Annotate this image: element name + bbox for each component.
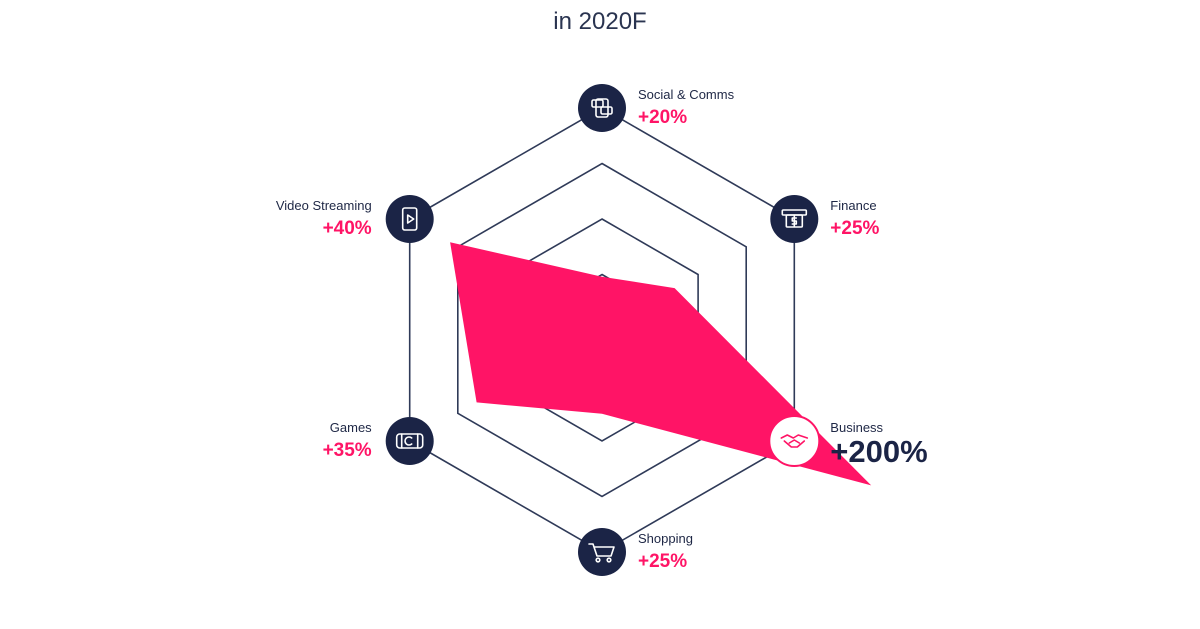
shopping-cart-icon: [578, 528, 626, 576]
handshake-icon: [768, 415, 821, 467]
category-value-label: +200%: [830, 434, 927, 469]
video-play-icon: [385, 195, 434, 243]
category-name: Social & Comms: [638, 87, 735, 102]
category-finance: Finance +25%: [770, 195, 880, 243]
category-social-comms: Social & Comms +20%: [578, 84, 735, 132]
category-value-label: +25%: [638, 551, 687, 572]
game-console-icon: [385, 417, 434, 465]
category-name: Video Streaming: [276, 198, 372, 213]
category-video-streaming: Video Streaming +40%: [276, 195, 434, 243]
category-name: Finance: [830, 198, 876, 213]
chat-phone-icon: [578, 84, 626, 132]
chart-subtitle: in 2020F: [553, 8, 646, 35]
category-name: Shopping: [638, 531, 693, 546]
category-business: Business+200%: [768, 415, 928, 469]
category-shopping: Shopping +25%: [578, 528, 693, 576]
data-area-polygon: [450, 242, 872, 486]
atm-cash-icon: [770, 195, 819, 243]
category-name: Games: [330, 420, 372, 435]
category-value-label: +25%: [830, 218, 879, 239]
category-value-label: +40%: [323, 218, 372, 239]
category-value-label: +20%: [638, 107, 687, 128]
category-games: Games +35%: [323, 417, 434, 465]
category-markers: Social & Comms +20% Finance +25% Business+20…: [276, 84, 928, 576]
category-name: Business: [830, 420, 883, 435]
category-value-label: +35%: [323, 440, 372, 461]
